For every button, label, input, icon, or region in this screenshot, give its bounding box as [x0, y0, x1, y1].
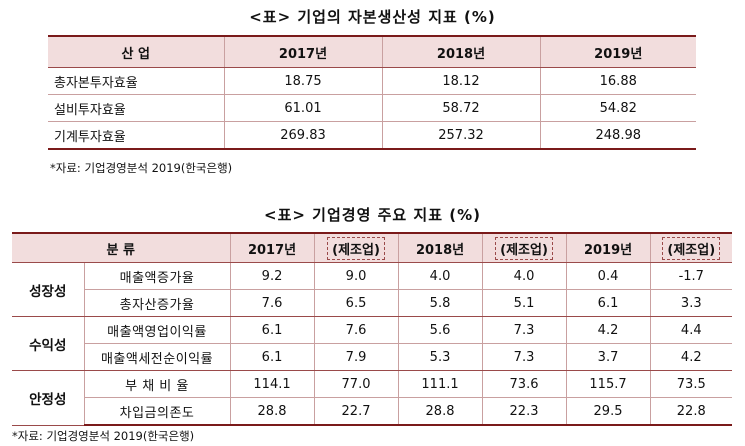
group-label: 성장성 — [12, 262, 85, 317]
cell-value: 248.98 — [540, 121, 696, 150]
header-2018: 2018년 — [382, 35, 541, 68]
cell-value: 115.7 — [566, 370, 651, 398]
cell-value: 6.1 — [566, 289, 651, 317]
cell-value: 5.8 — [398, 289, 483, 317]
cell-value: 73.6 — [482, 370, 567, 398]
cell-value: 6.5 — [314, 289, 399, 317]
cell-value: 257.32 — [382, 121, 541, 150]
cell-value: 4.0 — [482, 262, 567, 290]
header-2017: 2017년 — [230, 232, 315, 263]
cell-value: 9.2 — [230, 262, 315, 290]
cell-value: 28.8 — [398, 397, 483, 426]
header-2018: 2018년 — [398, 232, 483, 263]
cell-value: 16.88 — [540, 67, 696, 95]
cell-value: 22.3 — [482, 397, 567, 426]
cell-value: 7.9 — [314, 343, 399, 371]
cell-value: 3.7 — [566, 343, 651, 371]
cell-value: 22.7 — [314, 397, 399, 426]
mfg-label: (제조업) — [662, 236, 721, 260]
row-label: 매출액세전순이익률 — [84, 343, 231, 371]
cell-value: 73.5 — [650, 370, 733, 398]
cell-value: 61.01 — [224, 94, 383, 122]
table1-header-row: 산 업 2017년 2018년 2019년 — [48, 35, 696, 68]
table-row: 수익성 매출액영업이익률 6.1 7.6 5.6 7.3 4.2 4.4 — [12, 316, 733, 371]
header-2019: 2019년 — [566, 232, 651, 263]
row-label: 차입금의존도 — [84, 397, 231, 426]
table2-title: <표> 기업경영 주요 지표 (%) — [264, 206, 481, 224]
row-label: 매출액증가율 — [84, 262, 231, 290]
table-row: 차입금의존도 28.8 22.7 28.8 22.3 29.5 22.8 — [12, 397, 733, 426]
cell-value: 77.0 — [314, 370, 399, 398]
cell-value: 0.4 — [566, 262, 651, 290]
mfg-label: (제조업) — [327, 236, 385, 260]
table2-header-row: 분 류 2017년 (제조업) 2018년 (제조업) 2019년 (제조업) — [12, 232, 733, 263]
cell-value: 5.6 — [398, 316, 483, 344]
cell-value: 7.6 — [230, 289, 315, 317]
table-row: 매출액세전순이익률 6.1 7.9 5.3 7.3 3.7 4.2 — [12, 343, 733, 371]
cell-value: 111.1 — [398, 370, 483, 398]
cell-value: 6.1 — [230, 343, 315, 371]
cell-value: 5.1 — [482, 289, 567, 317]
table-row: 안정성 부 채 비 율 114.1 77.0 111.1 73.6 115.7 … — [12, 370, 733, 426]
capital-productivity-table: 산 업 2017년 2018년 2019년 총자본투자효율 18.75 18.1… — [48, 35, 696, 150]
table-row: 총자본투자효율 18.75 18.12 16.88 — [48, 67, 696, 95]
row-label: 매출액영업이익률 — [84, 316, 231, 344]
cell-value: 4.0 — [398, 262, 483, 290]
header-2017-mfg: (제조업) — [314, 232, 399, 263]
header-2018-mfg: (제조업) — [482, 232, 567, 263]
table1-title: <표> 기업의 자본생산성 지표 (%) — [249, 8, 496, 26]
cell-value: 29.5 — [566, 397, 651, 426]
cell-value: 7.3 — [482, 316, 567, 344]
cell-value: 58.72 — [382, 94, 541, 122]
cell-value: 7.3 — [482, 343, 567, 371]
cell-value: 28.8 — [230, 397, 315, 426]
mfg-label: (제조업) — [495, 236, 553, 260]
table-row: 기계투자효율 269.83 257.32 248.98 — [48, 121, 696, 150]
cell-value: 3.3 — [650, 289, 733, 317]
header-category: 분 류 — [12, 232, 231, 263]
cell-value: 6.1 — [230, 316, 315, 344]
header-2019: 2019년 — [540, 35, 696, 68]
cell-value: 5.3 — [398, 343, 483, 371]
group-label: 안정성 — [12, 370, 85, 426]
header-2019-mfg: (제조업) — [650, 232, 733, 263]
table1-source-note: *자료: 기업경영분석 2019(한국은행) — [50, 161, 233, 175]
group-label: 수익성 — [12, 316, 85, 371]
cell-value: 7.6 — [314, 316, 399, 344]
cell-value: 22.8 — [650, 397, 733, 426]
cell-value: 4.4 — [650, 316, 733, 344]
row-label: 총자본투자효율 — [48, 67, 225, 95]
table2-source-note: *자료: 기업경영분석 2019(한국은행) — [12, 429, 195, 443]
cell-value: 4.2 — [650, 343, 733, 371]
cell-value: 269.83 — [224, 121, 383, 150]
cell-value: 114.1 — [230, 370, 315, 398]
cell-value: 4.2 — [566, 316, 651, 344]
row-label: 설비투자효율 — [48, 94, 225, 122]
row-label: 부 채 비 율 — [84, 370, 231, 398]
cell-value: 9.0 — [314, 262, 399, 290]
row-label: 총자산증가율 — [84, 289, 231, 317]
business-indicators-table: 분 류 2017년 (제조업) 2018년 (제조업) 2019년 (제조업) … — [12, 232, 733, 426]
header-industry: 산 업 — [48, 35, 225, 68]
header-2017: 2017년 — [224, 35, 383, 68]
cell-value: 18.12 — [382, 67, 541, 95]
table-row: 설비투자효율 61.01 58.72 54.82 — [48, 94, 696, 122]
table-row: 성장성 매출액증가율 9.2 9.0 4.0 4.0 0.4 -1.7 — [12, 262, 733, 317]
table-row: 총자산증가율 7.6 6.5 5.8 5.1 6.1 3.3 — [12, 289, 733, 317]
cell-value: -1.7 — [650, 262, 733, 290]
cell-value: 18.75 — [224, 67, 383, 95]
cell-value: 54.82 — [540, 94, 696, 122]
row-label: 기계투자효율 — [48, 121, 225, 150]
